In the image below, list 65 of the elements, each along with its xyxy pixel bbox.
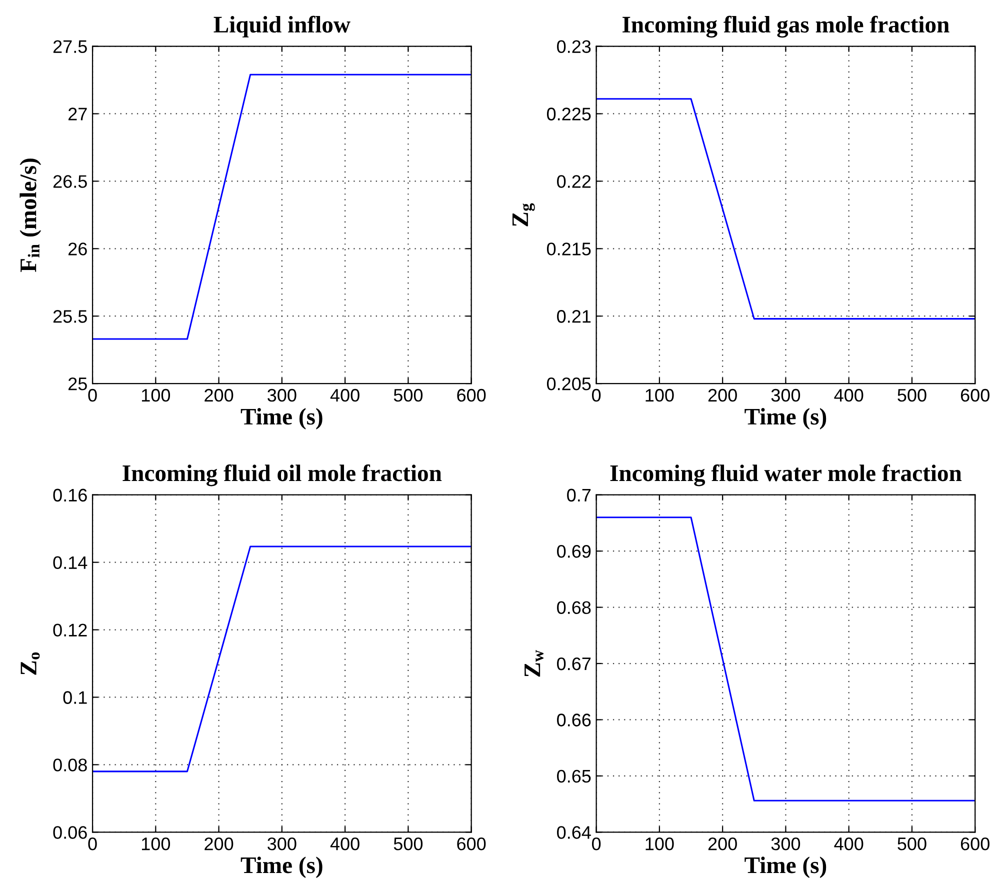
y-tick-label: 0.21 — [557, 310, 591, 323]
x-tick-label: 0 — [88, 837, 97, 850]
x-axis-title: Time (s) — [240, 856, 322, 878]
y-axis-title: Z$_{g}$ — [512, 203, 535, 226]
x-tick-label: 600 — [457, 388, 486, 402]
x-tick-label: 600 — [960, 837, 990, 850]
chart-title: Incoming fluid water mole fraction — [610, 464, 962, 486]
x-tick-label: 200 — [204, 388, 234, 402]
y-tick-label: 0.205 — [546, 378, 591, 390]
y-tick-label: 26.5 — [53, 175, 87, 188]
x-tick-label: 0 — [592, 837, 601, 850]
y-tick-label: 25 — [68, 378, 87, 390]
y-tick-label: 0.23 — [557, 40, 591, 53]
y-tick-label: 0.215 — [546, 242, 591, 256]
x-tick-label: 100 — [646, 837, 674, 850]
chart-title: Incoming fluid oil mole fraction — [122, 464, 442, 486]
x-tick-label: 100 — [142, 837, 170, 850]
x-tick-label: 100 — [646, 388, 674, 402]
y-tick-label: 0.16 — [53, 488, 87, 502]
y-tick-label: 25.5 — [53, 310, 87, 323]
y-axis-title: Z$_{w}$ — [524, 650, 544, 677]
x-tick-label: 200 — [204, 837, 234, 850]
x-tick-label: 400 — [330, 388, 360, 402]
y-tick-label: 27 — [68, 108, 87, 120]
y-tick-label: 0.65 — [557, 770, 591, 783]
x-tick-label: 0 — [88, 388, 97, 402]
chart-title: Liquid inflow — [214, 16, 350, 38]
y-tick-label: 0.06 — [53, 826, 87, 839]
x-axis-title: Time (s) — [744, 856, 826, 878]
y-tick-label: 0.64 — [557, 826, 591, 839]
y-tick-label: 0.08 — [53, 758, 87, 772]
y-tick-label: 0.22 — [557, 175, 591, 188]
x-tick-label: 200 — [708, 837, 737, 850]
x-tick-label: 400 — [834, 837, 864, 850]
x-tick-label: 300 — [771, 388, 800, 402]
x-tick-label: 500 — [394, 388, 423, 402]
x-tick-label: 500 — [394, 837, 423, 850]
x-axis-title: Time (s) — [240, 408, 322, 430]
x-tick-label: 0 — [592, 388, 601, 402]
y-tick-label: 0.1 — [63, 691, 87, 704]
x-tick-label: 300 — [268, 388, 296, 402]
y-tick-label: 0.225 — [546, 108, 591, 120]
x-tick-label: 400 — [330, 837, 360, 850]
y-tick-label: 26 — [68, 242, 87, 256]
y-tick-label: 0.68 — [557, 601, 591, 614]
y-tick-label: 0.67 — [557, 657, 591, 670]
x-tick-label: 500 — [898, 837, 926, 850]
x-tick-label: 300 — [268, 837, 296, 850]
x-tick-label: 100 — [142, 388, 170, 402]
y-tick-label: 0.69 — [557, 545, 591, 558]
x-axis-title: Time (s) — [744, 408, 826, 430]
x-tick-label: 500 — [898, 388, 926, 402]
x-tick-label: 300 — [771, 837, 800, 850]
x-tick-label: 600 — [457, 837, 486, 850]
chart-title: Incoming fluid gas mole fraction — [622, 16, 950, 38]
y-tick-label: 27.5 — [53, 40, 87, 53]
x-tick-label: 600 — [960, 388, 990, 402]
y-tick-label: 0.66 — [557, 714, 591, 726]
y-axis-title: F$_{in}$ (mole/s) — [20, 158, 42, 272]
x-tick-label: 400 — [834, 388, 864, 402]
y-tick-label: 0.7 — [567, 488, 591, 502]
y-axis-title: Z$_{o}$ — [20, 652, 40, 675]
y-tick-label: 0.14 — [53, 556, 88, 570]
y-tick-label: 0.12 — [53, 624, 87, 636]
x-tick-label: 200 — [708, 388, 737, 402]
